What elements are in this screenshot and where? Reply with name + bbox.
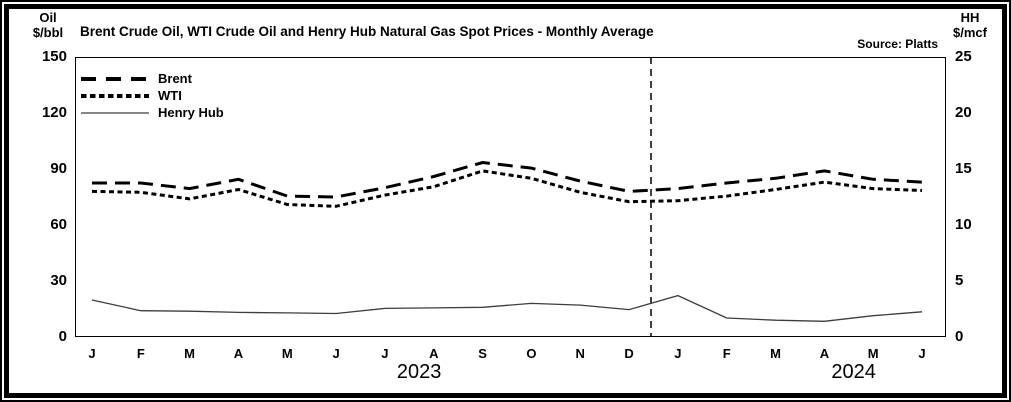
legend-item-wti: WTI xyxy=(81,87,224,104)
chart-title: Brent Crude Oil, WTI Crude Oil and Henry… xyxy=(80,24,654,39)
brent-line-sample-icon xyxy=(81,76,149,81)
month-tick-label: M xyxy=(867,346,879,361)
month-tick-label: M xyxy=(770,346,781,361)
year-axis-labels: 2023 2024 xyxy=(75,361,946,385)
month-tick-label: O xyxy=(526,346,537,361)
axis-tick-label: 90 xyxy=(50,160,67,177)
month-tick-label: N xyxy=(575,346,585,361)
henry-hub-line-sample-icon xyxy=(81,111,149,114)
month-tick-label: J xyxy=(918,346,926,361)
axis-tick-label: 0 xyxy=(955,328,964,345)
year-label: 2024 xyxy=(831,361,876,383)
left-axis-unit-label: Oil $/bbl xyxy=(32,10,64,40)
month-tick-label: M xyxy=(184,346,196,361)
brent-line xyxy=(92,160,923,199)
right-axis-ticks: 25 20 15 10 5 0 xyxy=(955,48,995,345)
axis-tick-label: 0 xyxy=(58,328,67,345)
month-tick-label: F xyxy=(136,346,145,361)
month-tick-label: S xyxy=(478,346,487,361)
axis-tick-label: 25 xyxy=(955,48,972,65)
source-label: Source: Platts xyxy=(857,37,938,51)
wti-line xyxy=(91,169,923,208)
axis-tick-label: 30 xyxy=(50,272,67,289)
legend-label-brent: Brent xyxy=(158,71,192,86)
month-tick-label: M xyxy=(281,346,293,361)
axis-tick-label: 5 xyxy=(955,272,964,289)
chart-stage: Oil $/bbl HH $/mcf Brent Crude Oil, WTI … xyxy=(9,9,1002,393)
month-tick-label: D xyxy=(624,346,634,361)
axis-tick-label: 60 xyxy=(50,216,67,233)
left-axis-ticks: 150 120 90 60 30 0 xyxy=(15,48,67,345)
axis-tick-label: 10 xyxy=(955,216,972,233)
legend-label-henry-hub: Henry Hub xyxy=(158,105,224,120)
month-tick-label: J xyxy=(88,346,96,361)
chart-frame-inner: Oil $/bbl HH $/mcf Brent Crude Oil, WTI … xyxy=(4,4,1007,398)
axis-tick-label: 150 xyxy=(41,48,67,65)
month-tick-label: A xyxy=(819,346,830,361)
axis-tick-label: 120 xyxy=(41,104,67,121)
plot-svg xyxy=(75,57,946,337)
month-tick-label: F xyxy=(722,346,731,361)
month-tick-label: A xyxy=(233,346,244,361)
wti-line-sample-icon xyxy=(81,93,149,98)
month-tick-label: J xyxy=(332,346,340,361)
right-axis-unit-label: HH $/mcf xyxy=(953,10,987,40)
month-tick-label: J xyxy=(381,346,389,361)
year-label: 2023 xyxy=(396,361,442,383)
henry-hub-line xyxy=(91,294,923,322)
legend-label-wti: WTI xyxy=(158,88,182,103)
legend-item-brent: Brent xyxy=(81,70,224,87)
axis-tick-label: 20 xyxy=(955,104,972,121)
month-tick-label: J xyxy=(674,346,682,361)
month-tick-label: A xyxy=(429,346,439,361)
plot-border xyxy=(75,57,946,337)
axis-tick-label: 15 xyxy=(955,160,972,177)
legend: Brent WTI Henry Hub xyxy=(81,70,224,121)
legend-item-henry-hub: Henry Hub xyxy=(81,104,224,121)
plot-area xyxy=(75,57,946,337)
